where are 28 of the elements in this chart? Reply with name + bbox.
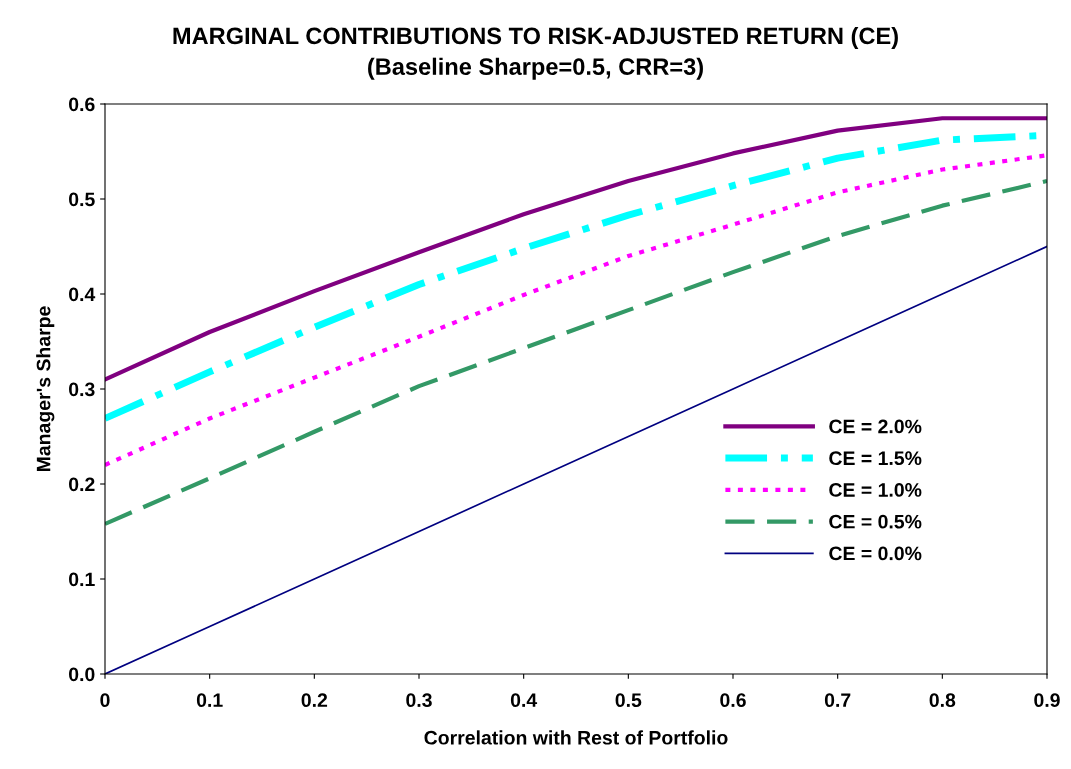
x-tick-label: 0.8: [929, 693, 956, 708]
legend-label: CE = 0.5%: [829, 514, 922, 529]
y-tick-label: 0.2: [69, 477, 95, 492]
x-tick-label: 0.7: [824, 693, 851, 708]
y-tick-label: 0.3: [69, 382, 95, 397]
y-tick-label: 0.0: [69, 667, 95, 682]
chart-title: MARGINAL CONTRIBUTIONS TO RISK-ADJUSTED RETURN (CE): [173, 26, 898, 49]
x-tick-label: 0.3: [406, 693, 432, 708]
line-series: [105, 153, 1047, 468]
y-tick-label: 0.6: [69, 97, 95, 112]
line-series: [105, 116, 1047, 382]
x-tick-label: 0.6: [720, 693, 746, 708]
legend-label: CE = 1.0%: [829, 483, 922, 497]
x-tick-label: 0.9: [1034, 693, 1060, 708]
y-tick-label: 0.1: [69, 572, 95, 587]
y-tick-label: 0.4: [69, 287, 96, 302]
x-tick-label: 0.4: [510, 693, 538, 708]
legend-label: CE = 1.5%: [829, 451, 922, 466]
x-tick-label: 0.5: [615, 693, 642, 708]
y-axis-title: Manager's Sharpe: [36, 306, 55, 472]
chart-subtitle: (Baseline Sharpe=0.5, CRR=3): [368, 57, 703, 80]
x-tick-label: 0: [100, 693, 110, 708]
x-tick-label: 0.2: [301, 693, 328, 708]
x-tick-label: 0.1: [196, 693, 223, 708]
legend-label: CE = 0.0%: [829, 546, 922, 561]
legend-label: CE = 2.0%: [829, 419, 922, 434]
y-tick-label: 0.5: [69, 192, 95, 207]
x-axis-title: Correlation with Rest of Portfolio: [424, 730, 728, 745]
